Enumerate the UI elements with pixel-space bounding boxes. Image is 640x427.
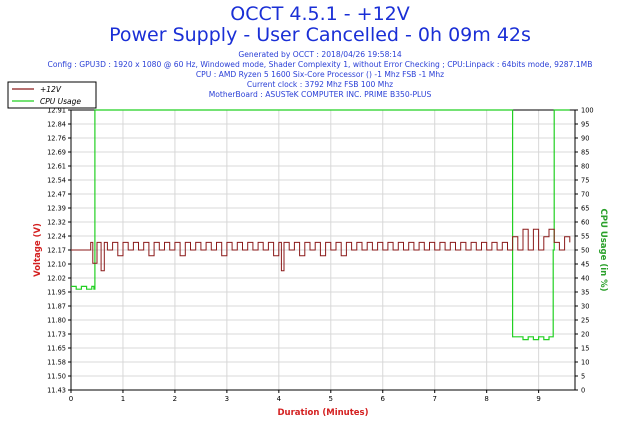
- config-info: Config : GPU3D : 1920 x 1080 @ 60 Hz, Wi…: [47, 60, 593, 69]
- y2-tick-label: 5: [581, 373, 585, 381]
- y2-tick-label: 45: [581, 261, 589, 269]
- y2-tick-label: 40: [581, 275, 589, 283]
- y2-tick-label: 55: [581, 233, 589, 241]
- y-tick-label: 12.61: [47, 163, 66, 171]
- y-tick-label: 11.65: [47, 345, 66, 353]
- y-tick-label: 12.91: [47, 107, 66, 115]
- y-tick-label: 12.76: [47, 135, 66, 143]
- y2-tick-label: 20: [581, 331, 589, 339]
- y2-tick-label: 15: [581, 345, 589, 353]
- chart-title: OCCT 4.5.1 - +12V: [230, 3, 410, 25]
- legend-label-12v: +12V: [40, 85, 62, 94]
- x-tick-label: 3: [225, 395, 229, 403]
- y2-tick-label: 30: [581, 303, 589, 311]
- y2-tick-label: 35: [581, 289, 589, 297]
- motherboard-info: MotherBoard : ASUSTeK COMPUTER INC. PRIM…: [208, 90, 432, 99]
- x-tick-label: 9: [536, 395, 540, 403]
- y2-tick-label: 70: [581, 191, 589, 199]
- legend-box: [7, 81, 97, 109]
- y2-tick-label: 90: [581, 135, 589, 143]
- y2-tick-label: 25: [581, 317, 589, 325]
- chart-subtitle: Power Supply - User Cancelled - 0h 09m 4…: [109, 24, 531, 46]
- y2-tick-label: 85: [581, 149, 589, 157]
- y-tick-label: 11.87: [47, 303, 66, 311]
- series-line-12v: [71, 228, 571, 272]
- y2-tick-label: 75: [581, 177, 589, 185]
- y-tick-label: 12.10: [47, 261, 66, 269]
- y-tick-label: 11.95: [47, 289, 66, 297]
- y2-tick-label: 50: [581, 247, 589, 255]
- x-tick-label: 5: [329, 395, 333, 403]
- y-tick-label: 11.73: [47, 331, 66, 339]
- x-tick-label: 4: [277, 395, 282, 403]
- y2-tick-label: 60: [581, 219, 589, 227]
- y-tick-label: 12.17: [47, 247, 66, 255]
- y-tick-label: 12.54: [47, 177, 66, 185]
- y-tick-label: 12.02: [47, 275, 66, 283]
- y2-tick-label: 80: [581, 163, 589, 171]
- y-tick-label: 12.69: [47, 149, 66, 157]
- x-tick-label: 8: [484, 395, 488, 403]
- y-tick-label: 11.50: [47, 373, 66, 381]
- y-tick-label: 12.84: [47, 121, 66, 129]
- x-tick-label: 1: [121, 395, 125, 403]
- y2-tick-label: 0: [581, 387, 585, 395]
- y2-tick-label: 100: [581, 107, 594, 115]
- legend-label-cpu-usage: CPU Usage: [40, 97, 81, 106]
- y-tick-label: 11.58: [47, 359, 66, 367]
- x-tick-label: 2: [173, 395, 177, 403]
- x-tick-label: 7: [432, 395, 436, 403]
- y2-tick-label: 65: [581, 205, 589, 213]
- y-tick-label: 12.32: [47, 219, 66, 227]
- x-tick-label: 6: [381, 395, 386, 403]
- y2-axis-label: CPU Usage (in %): [598, 208, 608, 291]
- y2-tick-label: 95: [581, 121, 589, 129]
- series-line-cpu-usage: [71, 109, 570, 341]
- y-axis-label: Voltage (V): [33, 223, 43, 277]
- y-tick-label: 12.39: [47, 205, 66, 213]
- y2-tick-label: 10: [581, 359, 589, 367]
- generated-info: Generated by OCCT : 2018/04/26 19:58:14: [238, 50, 402, 59]
- y-tick-label: 11.80: [47, 317, 66, 325]
- x-tick-label: 0: [69, 395, 73, 403]
- clock-info: Current clock : 3792 Mhz FSB 100 Mhz: [246, 80, 394, 89]
- y-tick-label: 11.43: [47, 387, 66, 395]
- y-tick-label: 12.24: [47, 233, 66, 241]
- x-axis-label: Duration (Minutes): [278, 408, 369, 418]
- cpu-info: CPU : AMD Ryzen 5 1600 Six-Core Processo…: [195, 70, 445, 79]
- y-tick-label: 12.47: [47, 191, 66, 199]
